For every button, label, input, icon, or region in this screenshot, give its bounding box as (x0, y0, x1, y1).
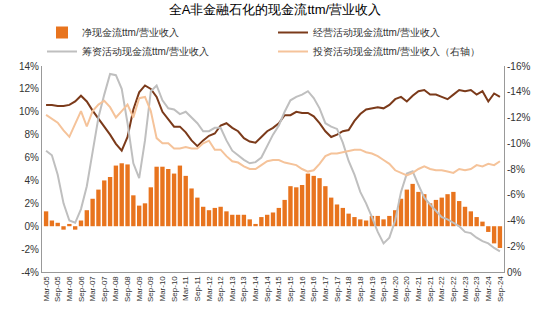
svg-text:Mar-23: Mar-23 (461, 276, 470, 302)
svg-text:-10%: -10% (507, 138, 530, 149)
svg-text:Sep-22: Sep-22 (449, 276, 458, 302)
svg-text:Sep-15: Sep-15 (286, 276, 295, 302)
svg-text:Mar-11: Mar-11 (181, 276, 190, 301)
svg-text:Sep-16: Sep-16 (309, 276, 318, 302)
svg-text:Sep-05: Sep-05 (53, 276, 62, 302)
svg-text:0%: 0% (25, 221, 40, 232)
svg-text:4%: 4% (25, 175, 40, 186)
svg-text:Sep-10: Sep-10 (170, 276, 179, 302)
svg-text:Mar-19: Mar-19 (368, 276, 377, 302)
svg-text:8%: 8% (25, 129, 40, 140)
svg-text:-4%: -4% (507, 215, 525, 226)
svg-text:Mar-07: Mar-07 (88, 276, 97, 302)
svg-text:经营活动现金流ttm/营业收入: 经营活动现金流ttm/营业收入 (313, 27, 440, 38)
svg-text:-16%: -16% (507, 61, 530, 72)
svg-text:Sep-19: Sep-19 (379, 276, 388, 302)
svg-text:Mar-10: Mar-10 (158, 276, 167, 302)
svg-text:Sep-20: Sep-20 (402, 276, 411, 302)
svg-text:Mar-22: Mar-22 (437, 276, 446, 302)
svg-text:Mar-20: Mar-20 (391, 276, 400, 302)
svg-text:-4%: -4% (21, 267, 39, 278)
svg-text:Mar-08: Mar-08 (112, 276, 121, 302)
svg-text:Mar-09: Mar-09 (135, 276, 144, 302)
svg-text:10%: 10% (19, 106, 39, 117)
svg-text:-6%: -6% (507, 189, 525, 200)
svg-text:Sep-13: Sep-13 (240, 276, 249, 302)
svg-text:Mar-18: Mar-18 (344, 276, 353, 302)
svg-text:投资活动现金流ttm/营业收入（右轴）: 投资活动现金流ttm/营业收入（右轴） (312, 46, 480, 57)
svg-text:Sep-23: Sep-23 (472, 276, 481, 302)
svg-text:Mar-16: Mar-16 (298, 276, 307, 302)
svg-text:Sep-12: Sep-12 (216, 276, 225, 302)
svg-text:0%: 0% (507, 267, 522, 278)
svg-text:筹资活动现金流ttm/营业收入: 筹资活动现金流ttm/营业收入 (82, 46, 209, 57)
svg-text:Mar-05: Mar-05 (42, 276, 51, 302)
svg-text:-8%: -8% (507, 164, 525, 175)
svg-text:净现金流ttm/营业收入: 净现金流ttm/营业收入 (82, 27, 179, 38)
svg-text:-12%: -12% (507, 112, 530, 123)
svg-text:-14%: -14% (507, 86, 530, 97)
svg-text:6%: 6% (25, 152, 40, 163)
svg-text:Mar-12: Mar-12 (205, 276, 214, 302)
svg-text:Mar-13: Mar-13 (228, 276, 237, 302)
svg-text:Sep-11: Sep-11 (193, 276, 202, 302)
svg-text:-2%: -2% (21, 244, 39, 255)
svg-text:14%: 14% (19, 61, 39, 72)
svg-text:Sep-24: Sep-24 (496, 276, 505, 302)
svg-text:Mar-24: Mar-24 (484, 276, 493, 302)
svg-text:全A非金融石化的现金流ttm/营业收入: 全A非金融石化的现金流ttm/营业收入 (169, 2, 381, 17)
svg-text:Sep-06: Sep-06 (77, 276, 86, 302)
svg-text:Mar-06: Mar-06 (65, 276, 74, 302)
svg-text:-2%: -2% (507, 241, 525, 252)
svg-text:Mar-21: Mar-21 (414, 276, 423, 302)
svg-text:Sep-09: Sep-09 (146, 276, 155, 302)
svg-text:Sep-18: Sep-18 (356, 276, 365, 302)
svg-text:12%: 12% (19, 83, 39, 94)
svg-text:Sep-21: Sep-21 (426, 276, 435, 302)
svg-text:Sep-08: Sep-08 (123, 276, 132, 302)
svg-text:Sep-07: Sep-07 (100, 276, 109, 302)
svg-text:2%: 2% (25, 198, 40, 209)
svg-text:Mar-14: Mar-14 (251, 276, 260, 302)
svg-text:Sep-14: Sep-14 (263, 276, 272, 302)
svg-text:Sep-17: Sep-17 (333, 276, 342, 302)
svg-text:Mar-17: Mar-17 (321, 276, 330, 302)
svg-text:Mar-15: Mar-15 (274, 276, 283, 302)
